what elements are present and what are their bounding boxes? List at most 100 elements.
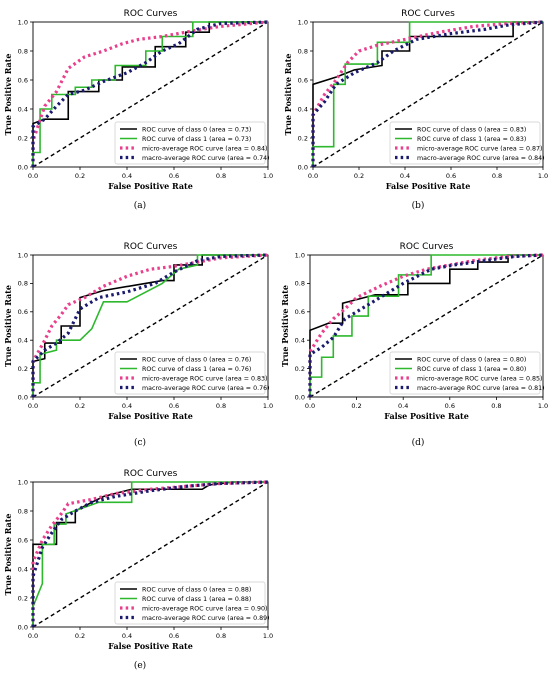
x-tick-label: 0.2 [354, 172, 364, 180]
y-axis-label: True Positive Rate [3, 285, 13, 367]
series-line-class0 [312, 21, 543, 167]
legend-box [114, 121, 266, 165]
legend-box [114, 351, 266, 395]
y-tick-label: 0.2 [295, 365, 305, 373]
legend-box [389, 121, 541, 165]
y-tick-label: 0.8 [18, 280, 28, 288]
y-tick-label: 1.0 [298, 18, 308, 26]
y-tick-label: 0.8 [295, 280, 305, 288]
legend-entry-class0: ROC curve of class 0 (area = 0.83) [417, 126, 526, 133]
x-tick-label: 0.4 [398, 402, 408, 410]
series-line-macro [31, 480, 269, 627]
legend: ROC curve of class 0 (area = 0.80) ROC cu… [389, 351, 545, 395]
x-tick-label: 0.6 [169, 172, 179, 180]
legend-entry-class0: ROC curve of class 0 (area = 0.76) [142, 356, 251, 363]
chart-title: ROC Curves [124, 469, 178, 479]
y-tick-label: 0.4 [295, 337, 305, 345]
chart-title: ROC Curves [124, 242, 178, 252]
x-tick-label: 0.8 [491, 402, 501, 410]
y-tick-label: 0.4 [18, 105, 28, 113]
panel-caption: (d) [412, 437, 425, 448]
series-line-class1 [32, 21, 268, 167]
x-tick-label: 0.2 [75, 632, 85, 640]
x-tick-label: 0.6 [445, 402, 455, 410]
y-tick-label: 0.0 [18, 393, 28, 401]
legend-box [114, 581, 266, 625]
x-tick-label: 0.4 [122, 172, 132, 180]
x-tick-label: 0.6 [169, 632, 179, 640]
roc-panel-a: ROC Curves 0.0 0.2 0.4 0.6 0.8 1.0 0.0 0.2 0.4 0.6… [3, 9, 273, 211]
chance-diagonal-line [309, 254, 544, 398]
y-tick-label: 0.4 [18, 337, 28, 345]
series-line-macro [308, 253, 544, 397]
x-tick-label: 0.2 [75, 402, 85, 410]
x-tick-label: 0.4 [122, 632, 132, 640]
series-line-class1 [32, 254, 268, 397]
x-tick-label: 0.8 [216, 402, 226, 410]
legend-entry-class1: ROC curve of class 1 (area = 0.76) [142, 366, 251, 373]
x-tick-label: 0.6 [169, 402, 179, 410]
panel-caption: (c) [134, 437, 146, 448]
y-tick-label: 0.0 [295, 393, 305, 401]
series-line-macro [31, 253, 269, 397]
x-tick-label: 0.2 [75, 172, 85, 180]
x-axis-label: False Positive Rate [384, 411, 469, 421]
legend-box [389, 351, 541, 395]
roc-panel-c: ROC Curves 0.0 0.2 0.4 0.6 0.8 1.0 0.0 0.2 0.4 0.6… [3, 242, 273, 448]
x-tick-label: 0.8 [216, 172, 226, 180]
legend-entry-micro: micro-average ROC curve (area = 0.83) [142, 375, 267, 382]
series-line-micro [31, 20, 269, 167]
chance-diagonal-line [32, 254, 269, 398]
roc-panel-e: ROC Curves 0.0 0.2 0.4 0.6 0.8 1.0 0.0 0.2 0.4 0.6… [3, 469, 273, 671]
x-tick-label: 1.0 [538, 172, 548, 180]
y-tick-label: 1.0 [18, 18, 28, 26]
legend-entry-macro: macro-average ROC curve (area = 0.84) [417, 155, 545, 162]
y-tick-label: 0.4 [298, 105, 308, 113]
legend-entry-class1: ROC curve of class 1 (area = 0.80) [417, 366, 526, 373]
y-axis-label: True Positive Rate [3, 53, 13, 135]
x-tick-label: 1.0 [263, 172, 273, 180]
x-tick-label: 1.0 [263, 632, 273, 640]
legend-entry-macro: macro-average ROC curve (area = 0.81) [417, 385, 545, 392]
legend-entry-micro: micro-average ROC curve (area = 0.84) [142, 145, 267, 152]
y-tick-label: 0.8 [18, 507, 28, 515]
y-tick-label: 0.0 [298, 163, 308, 171]
legend-entry-class1: ROC curve of class 1 (area = 0.83) [417, 136, 526, 143]
x-tick-label: 0.0 [305, 402, 315, 410]
series-line-micro [308, 253, 544, 397]
series-line-class1 [312, 21, 543, 167]
y-tick-label: 0.2 [298, 134, 308, 142]
y-tick-label: 1.0 [18, 251, 28, 259]
x-axis-label: False Positive Rate [108, 181, 193, 191]
legend: ROC curve of class 0 (area = 0.76) ROC cu… [114, 351, 270, 395]
series-line-macro [31, 20, 269, 167]
legend-entry-micro: micro-average ROC curve (area = 0.87) [417, 145, 542, 152]
x-axis-label: False Positive Rate [108, 411, 193, 421]
legend-entry-class0: ROC curve of class 0 (area = 0.88) [142, 586, 251, 593]
y-tick-label: 0.6 [18, 76, 28, 84]
chart-title: ROC Curves [401, 9, 455, 19]
y-tick-label: 0.2 [18, 365, 28, 373]
y-tick-label: 0.0 [18, 623, 28, 631]
x-tick-label: 0.2 [351, 402, 361, 410]
panel-caption: (a) [134, 200, 146, 211]
x-tick-label: 0.8 [492, 172, 502, 180]
x-tick-label: 0.8 [216, 632, 226, 640]
chance-diagonal-line [312, 21, 544, 168]
y-axis-label: True Positive Rate [3, 513, 13, 595]
y-tick-label: 1.0 [295, 251, 305, 259]
legend-entry-macro: macro-average ROC curve (area = 0.74) [142, 155, 270, 162]
y-tick-label: 0.6 [295, 308, 305, 316]
x-axis-label: False Positive Rate [108, 641, 193, 651]
y-tick-label: 0.8 [298, 47, 308, 55]
y-tick-label: 0.0 [18, 163, 28, 171]
series-line-class0 [309, 254, 543, 397]
legend: ROC curve of class 0 (area = 0.83) ROC cu… [389, 121, 545, 165]
panel-caption: (b) [412, 200, 425, 211]
legend-entry-micro: micro-average ROC curve (area = 0.90) [142, 605, 267, 612]
x-tick-label: 0.0 [28, 402, 38, 410]
legend: ROC curve of class 0 (area = 0.88) ROC cu… [114, 581, 270, 625]
x-tick-label: 1.0 [538, 402, 548, 410]
legend-entry-class0: ROC curve of class 0 (area = 0.73) [142, 126, 251, 133]
